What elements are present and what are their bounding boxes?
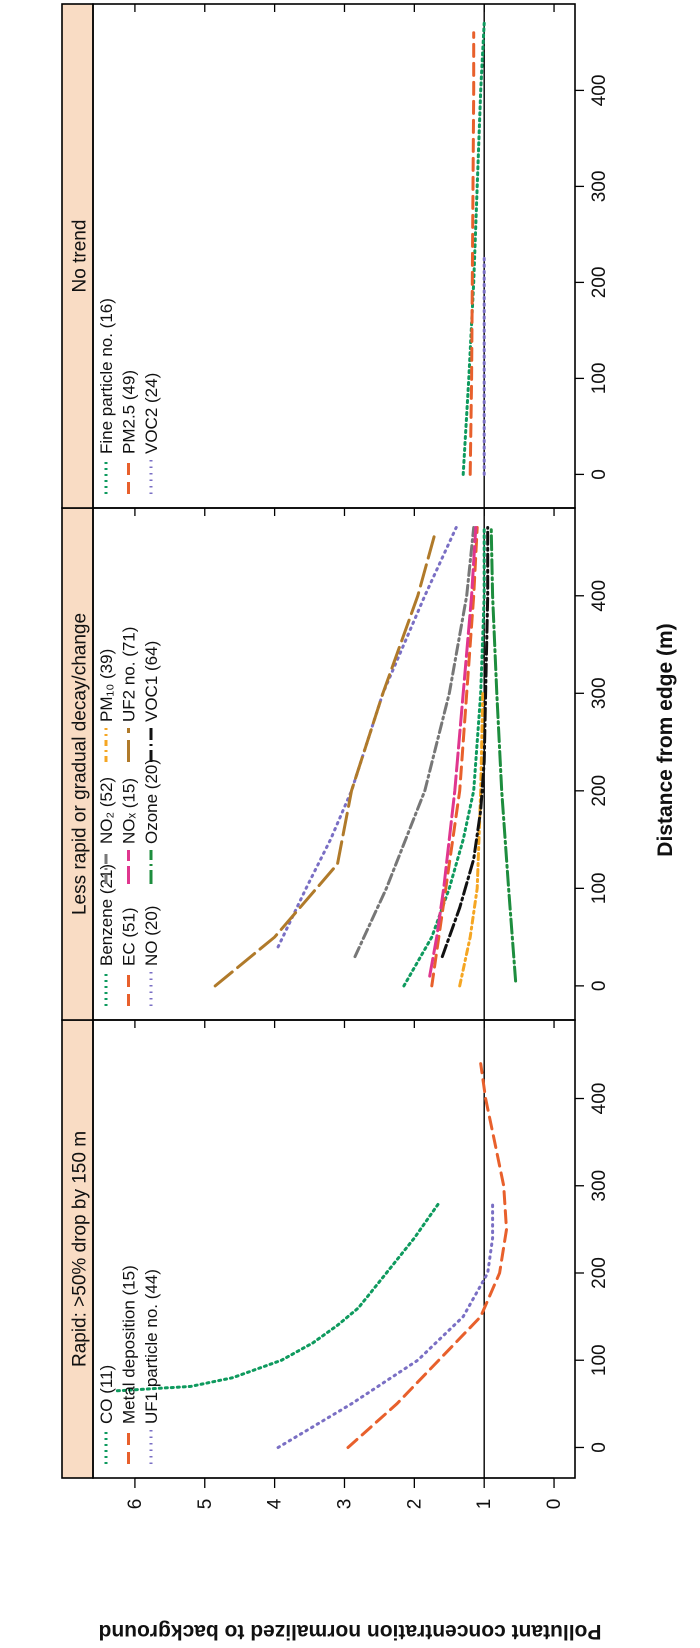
legend-label: EC (51)	[120, 907, 139, 966]
y-tick-label: 2	[404, 1499, 425, 1510]
legend-label: Metal deposition (15)	[120, 1265, 139, 1424]
legend-label: UF2 no. (71)	[120, 627, 139, 722]
y-tick-label: 0	[544, 1499, 565, 1510]
legend-label: PM2.5 (49)	[120, 370, 139, 454]
legend: CO (11) Metal deposition (15) UF1 particle…	[97, 1265, 161, 1464]
panel-title: Less rapid or gradual decay/change	[70, 613, 91, 915]
panel-header	[61, 1019, 94, 1479]
series-line	[402, 526, 486, 988]
plot-frame	[92, 3, 576, 509]
panel-title: No trend	[70, 220, 91, 293]
x-tick-label: 400	[589, 75, 610, 107]
x-tick-label: 0	[589, 1442, 610, 1453]
series-line	[440, 526, 490, 959]
panel-title: Rapid: >50% drop by 150 m	[70, 1131, 91, 1367]
y-tick-label: 1	[474, 1499, 495, 1510]
legend-label: VOC2 (24)	[142, 373, 161, 454]
panel-2: Less rapid or gradual decay/change 0 100 20…	[61, 507, 610, 1021]
x-tick-label: 100	[589, 872, 610, 904]
legend-label: NOₓ (15)	[120, 778, 139, 844]
x-tick-label: 400	[589, 1083, 610, 1115]
y-axis-title: Pollutant concentration normalized to ba…	[99, 1620, 602, 1643]
legend-label: VOC1 (64)	[142, 641, 161, 722]
series-line	[353, 526, 476, 959]
legend-label: NO (20)	[142, 906, 161, 966]
y-axis: 0 1 2 3 4 5 6	[125, 1477, 565, 1510]
series-line	[428, 526, 478, 978]
x-tick-label: 200	[589, 267, 610, 299]
series-line	[430, 526, 479, 988]
series-line	[213, 530, 437, 988]
series-line	[276, 526, 458, 949]
legend-label: NO₂ (52)	[97, 777, 116, 844]
y-tick-label: 5	[195, 1499, 216, 1510]
series-line	[458, 691, 485, 988]
x-tick-label: 300	[589, 677, 610, 709]
y-tick-label: 6	[125, 1499, 146, 1510]
x-tick-label: 0	[589, 981, 610, 992]
legend: Benzene (21) EC (51) NO (20) NO₂ (52) NOₓ (1…	[97, 627, 161, 1006]
x-tick-label: 0	[589, 469, 610, 480]
series-line	[115, 1201, 441, 1393]
panel-3: No trend 0 100 200 300 400 Fine particle no. (…	[61, 3, 610, 509]
x-tick-label: 300	[589, 1170, 610, 1202]
plot-frame	[92, 507, 576, 1021]
legend-label: CO (11)	[97, 1365, 116, 1424]
series-line	[276, 1201, 495, 1449]
x-axis-title: Distance from edge (m)	[654, 623, 677, 856]
x-tick-label: 400	[589, 580, 610, 612]
legend: Fine particle no. (16) PM2.5 (49) VOC2 (24…	[97, 298, 161, 494]
y-tick-label: 3	[334, 1499, 355, 1510]
y-tick-label: 4	[265, 1498, 286, 1509]
legend-label: Benzene (21)	[97, 864, 116, 966]
legend-label: Ozone (20)	[142, 759, 161, 844]
panel-1: Rapid: >50% drop by 150 m 0 100 200 300 400 CO…	[61, 1019, 610, 1479]
series-line	[461, 21, 486, 476]
legend-label: Fine particle no. (16)	[97, 298, 116, 454]
series-line	[346, 1062, 509, 1449]
x-tick-label: 200	[589, 775, 610, 807]
x-tick-label: 100	[589, 1344, 610, 1376]
x-tick-label: 100	[589, 363, 610, 395]
panel-header	[61, 3, 94, 509]
x-tick-label: 300	[589, 171, 610, 203]
series-line	[489, 526, 518, 983]
legend-label: PM₁₀ (39)	[97, 649, 116, 722]
x-tick-label: 200	[589, 1257, 610, 1289]
series-line	[468, 31, 476, 476]
legend-label: UF1 particle no. (44)	[142, 1269, 161, 1424]
